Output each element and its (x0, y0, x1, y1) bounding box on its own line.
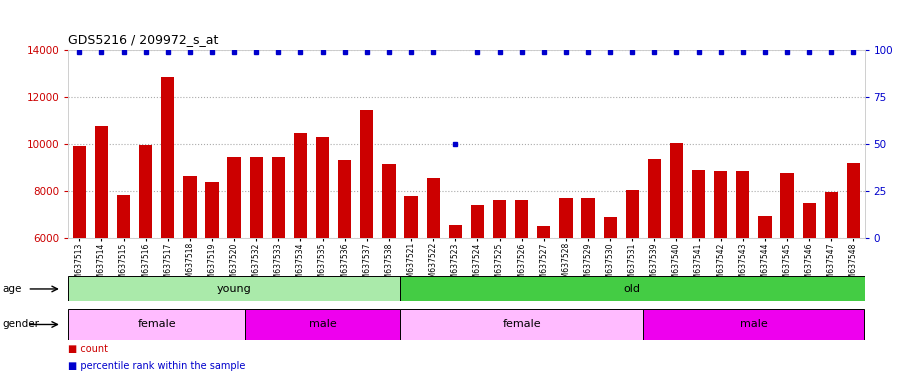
Bar (68, 309, 245, 340)
Bar (824, 192, 838, 238)
Bar (249, 157, 263, 238)
Bar (427, 178, 440, 238)
Bar (183, 176, 197, 238)
Text: male: male (308, 319, 337, 329)
Bar (537, 226, 551, 238)
Bar (400, 276, 864, 301)
Bar (116, 195, 130, 238)
Bar (73, 146, 86, 238)
Text: female: female (502, 319, 541, 329)
Bar (206, 182, 218, 238)
Text: GDS5216 / 209972_s_at: GDS5216 / 209972_s_at (68, 33, 218, 46)
Text: young: young (217, 284, 251, 294)
Bar (803, 203, 816, 238)
Bar (581, 198, 594, 238)
Bar (626, 190, 639, 238)
Bar (515, 200, 529, 238)
Bar (139, 145, 152, 238)
Bar (648, 159, 661, 238)
Bar (404, 196, 418, 238)
Bar (382, 164, 396, 238)
Text: female: female (137, 319, 176, 329)
Bar (449, 225, 462, 238)
Text: gender: gender (3, 319, 40, 329)
Bar (228, 157, 241, 238)
Bar (692, 170, 705, 238)
Bar (758, 216, 772, 238)
Bar (670, 143, 683, 238)
Text: ■ percentile rank within the sample: ■ percentile rank within the sample (68, 361, 246, 371)
Bar (603, 217, 617, 238)
Bar (643, 309, 864, 340)
Bar (360, 110, 373, 238)
Text: male: male (740, 319, 768, 329)
Bar (781, 174, 794, 238)
Bar (400, 309, 643, 340)
Bar (161, 77, 175, 238)
Bar (294, 133, 307, 238)
Bar (470, 205, 484, 238)
Bar (736, 171, 750, 238)
Bar (339, 161, 351, 238)
Bar (847, 163, 860, 238)
Bar (316, 137, 329, 238)
Bar (272, 157, 285, 238)
Bar (68, 276, 400, 301)
Text: age: age (3, 284, 22, 294)
Bar (493, 200, 506, 238)
Bar (560, 198, 572, 238)
Bar (714, 171, 727, 238)
Bar (95, 126, 108, 238)
Text: old: old (623, 284, 641, 294)
Text: ■ count: ■ count (68, 344, 108, 354)
Bar (245, 309, 400, 340)
